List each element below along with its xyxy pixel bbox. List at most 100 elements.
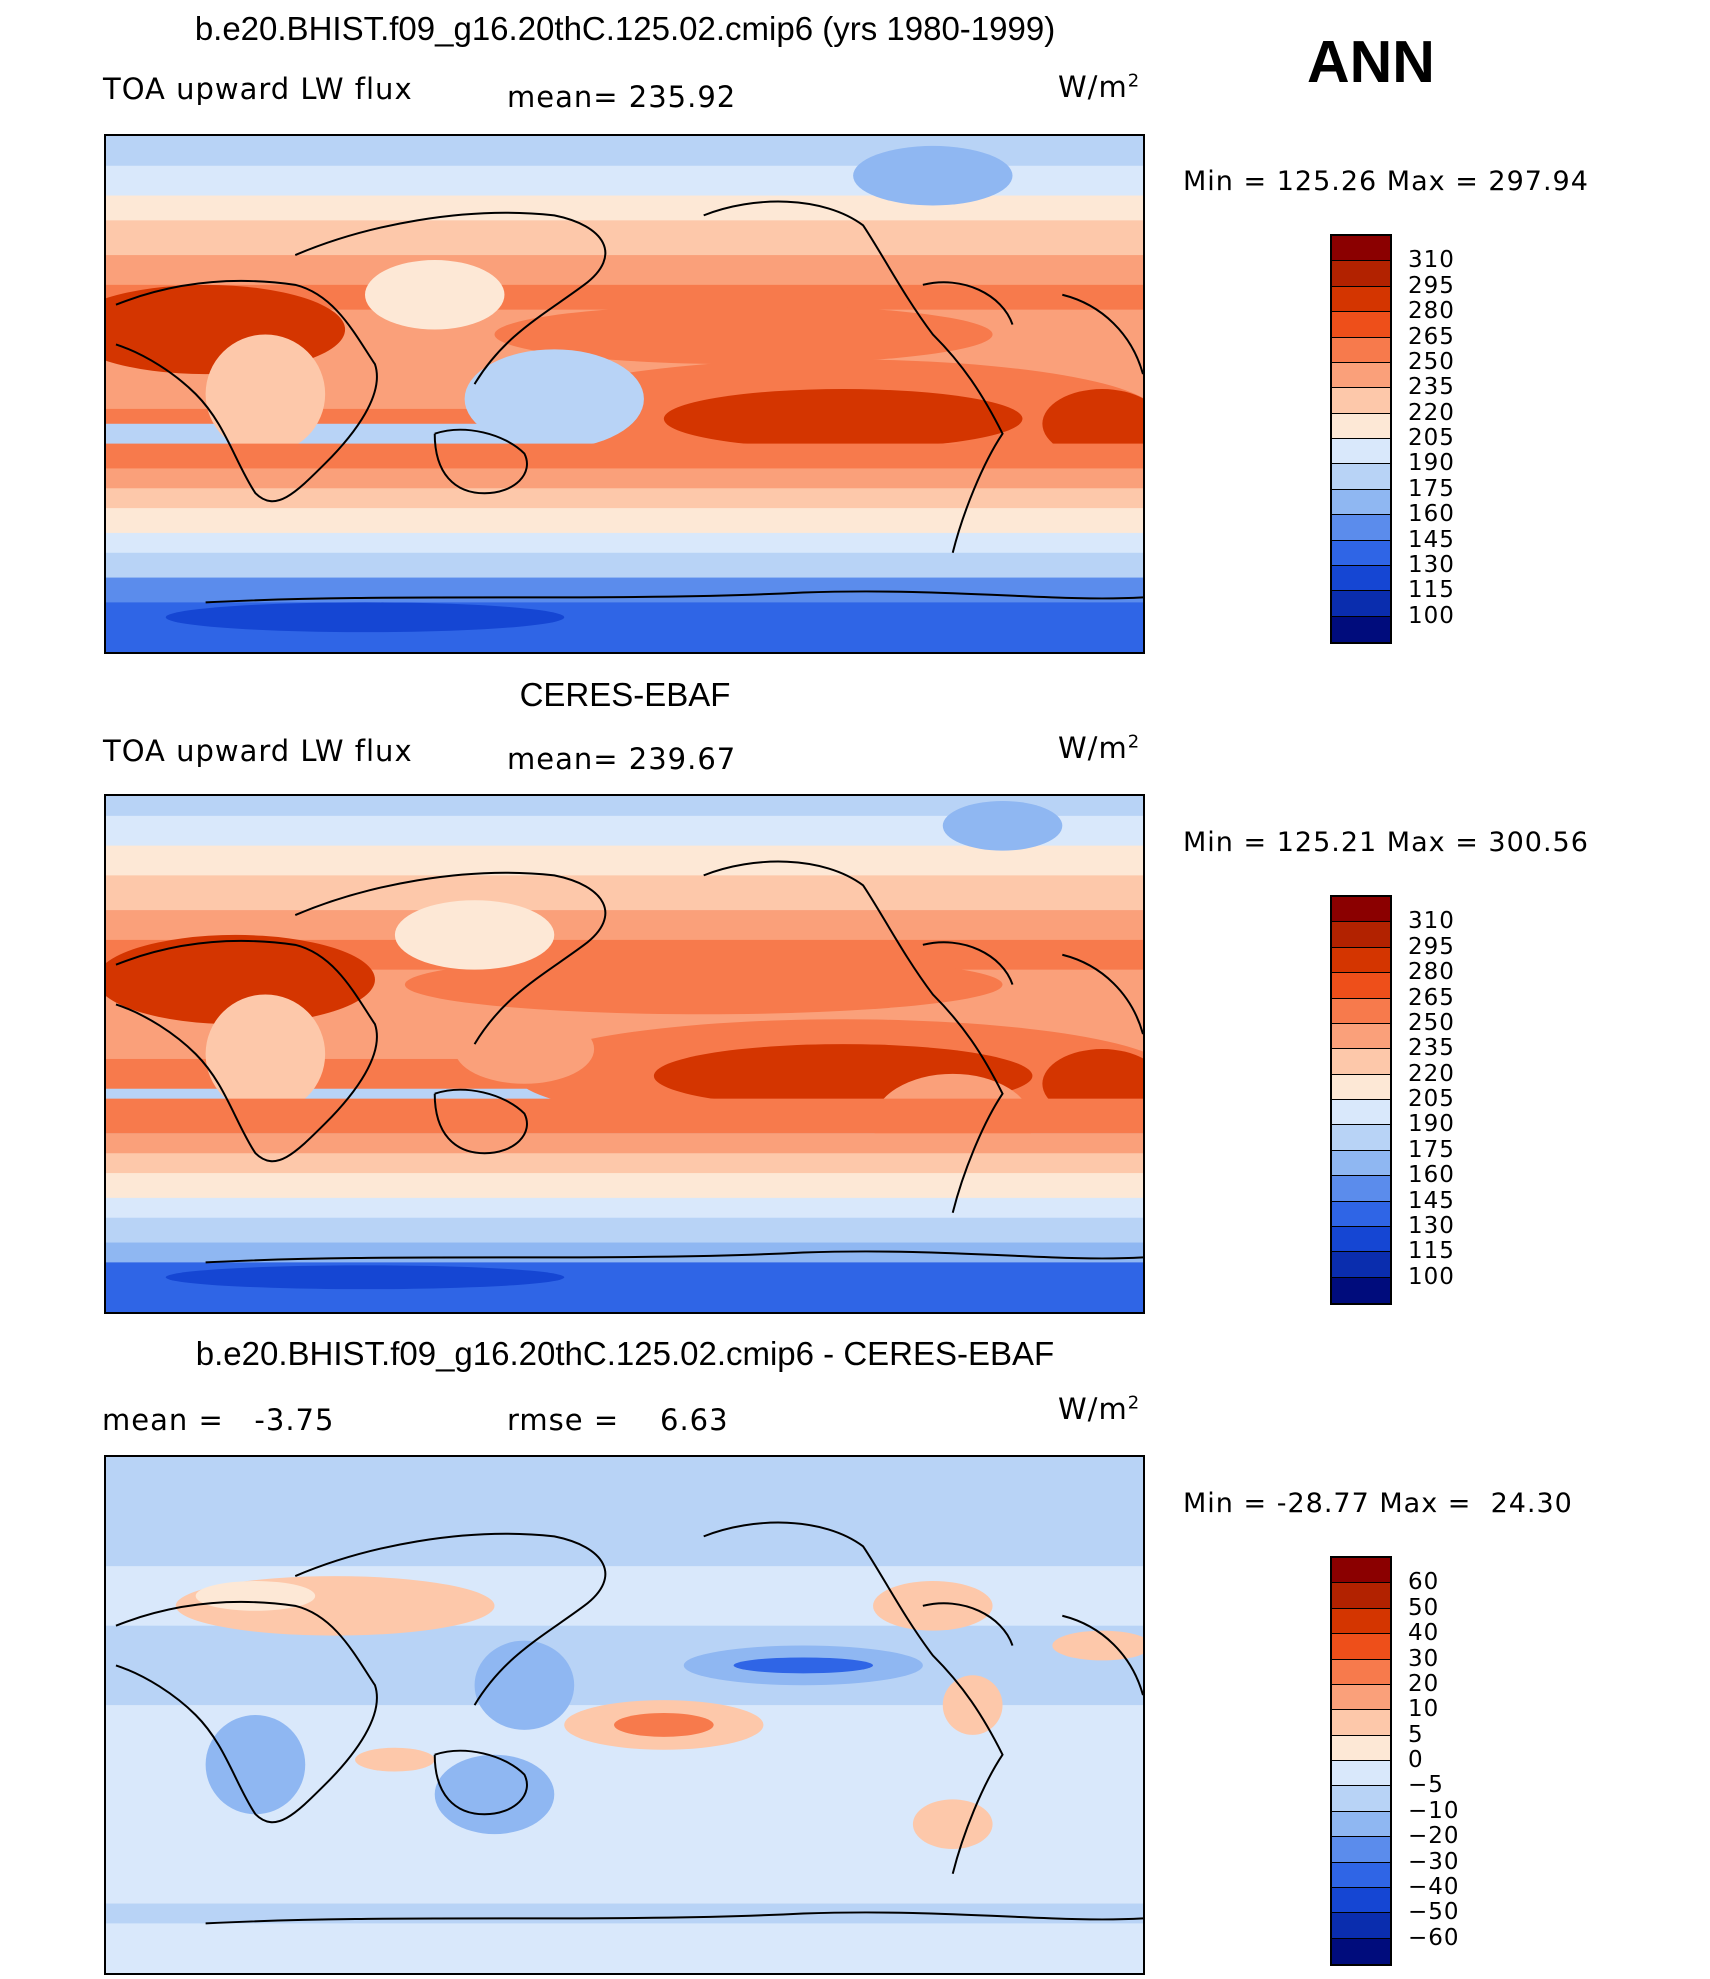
panel3-colorbar-swatch [1332, 1837, 1390, 1863]
panel1-colorbar-tick-label: 115 [1408, 577, 1455, 604]
panel2-colorbar-tick-label: 160 [1408, 1162, 1455, 1189]
panel2-map [104, 794, 1145, 1314]
panel2-colorbar-swatch [1332, 1023, 1390, 1050]
panel1-max-value: 297.94 [1488, 166, 1589, 197]
panel3-colorbar-swatch [1332, 1811, 1390, 1838]
panel1-max-label: Max [1386, 166, 1446, 197]
panel2-mean-label: mean= [507, 742, 619, 776]
panel1-min-value: 125.26 [1276, 166, 1378, 197]
panel3-colorbar-tick-label: 60 [1408, 1569, 1440, 1596]
panel3-colorbar-swatch [1332, 1583, 1390, 1609]
panel1-units-sup: 2 [1127, 70, 1141, 92]
panel2-colorbar-swatch [1332, 897, 1390, 923]
panel3-colorbar [1330, 1556, 1392, 1966]
panel2-variable-label: TOA upward LW flux [103, 734, 413, 768]
panel1-min-label: Min [1183, 166, 1234, 197]
panel2-colorbar-tick-label: 175 [1408, 1136, 1455, 1163]
panel2-colorbar-swatch [1332, 922, 1390, 948]
panel2-colorbar [1330, 895, 1392, 1305]
panel1-map [104, 134, 1145, 654]
panel1-colorbar-swatch [1332, 464, 1390, 490]
panel2-colorbar-swatch [1332, 1252, 1390, 1278]
panel1-colorbar-tick-label: 190 [1408, 450, 1455, 477]
panel2-colorbar-tick-label: 280 [1408, 959, 1455, 986]
panel2-minmax: Min = 125.21 Max = 300.56 [1183, 827, 1589, 858]
panel2-colorbar-tick-label: 250 [1408, 1009, 1455, 1036]
panel1-mean-value: 235.92 [628, 80, 737, 114]
panel3-colorbar-swatch [1332, 1634, 1390, 1660]
panel2-map-plot [106, 796, 1143, 1312]
panel2-colorbar-swatch [1332, 1125, 1390, 1151]
panel2-colorbar-tick-label: 265 [1408, 984, 1455, 1011]
panel2-colorbar-tick-label: 100 [1408, 1263, 1455, 1290]
panel3-colorbar-swatch [1332, 1735, 1390, 1761]
panel2-units: W/m2 [1058, 731, 1140, 765]
panel1-colorbar-swatch [1332, 591, 1390, 617]
panel2-colorbar-swatch [1332, 1201, 1390, 1227]
panel2-colorbar-swatch [1332, 998, 1390, 1024]
panel1-minmax: Min = 125.26 Max = 297.94 [1183, 166, 1589, 197]
panel2-min-label: Min [1183, 827, 1234, 858]
panel1-colorbar-swatch [1332, 413, 1390, 439]
panel2-colorbar-tick-label: 220 [1408, 1060, 1455, 1087]
panel3-units: W/m2 [1058, 1392, 1140, 1426]
panel3-colorbar-swatch [1332, 1710, 1390, 1736]
panel1-colorbar-swatch [1332, 312, 1390, 338]
panel1-colorbar-swatch [1332, 439, 1390, 465]
panel2-colorbar-swatch [1332, 973, 1390, 999]
panel1-mean-label: mean= [507, 80, 619, 114]
panel3-mean-value: -3.75 [254, 1403, 335, 1437]
season-label: ANN [1307, 29, 1435, 95]
panel2-colorbar-swatch [1332, 1100, 1390, 1126]
panel3-units-sup: 2 [1127, 1392, 1141, 1414]
panel3-colorbar-tick-label: 30 [1408, 1645, 1440, 1672]
panel2-colorbar-swatch [1332, 1277, 1390, 1303]
panel2-colorbar-swatch [1332, 1176, 1390, 1202]
panel1-colorbar-swatch [1332, 616, 1390, 642]
panel3-map [104, 1455, 1145, 1975]
panel3-colorbar-tick-label: 40 [1408, 1620, 1440, 1647]
panel3-min-value: -28.77 [1276, 1488, 1370, 1519]
panel3-rmse: rmse = 6.63 [507, 1403, 729, 1437]
panel1-colorbar-tick-label: 100 [1408, 602, 1455, 629]
panel1-colorbar-swatch [1332, 261, 1390, 287]
panel3-units-text: W/m [1058, 1392, 1128, 1426]
panel1-variable-label: TOA upward LW flux [103, 72, 413, 106]
panel1-colorbar-tick-label: 250 [1408, 348, 1455, 375]
panel3-colorbar-swatch [1332, 1887, 1390, 1914]
panel3-colorbar-swatch [1332, 1608, 1390, 1635]
panel3-rmse-label: rmse = [507, 1403, 620, 1437]
panel1-colorbar-swatch [1332, 515, 1390, 541]
panel2-colorbar-tick-label: 130 [1408, 1212, 1455, 1239]
panel1-colorbar-swatch [1332, 337, 1390, 363]
panel2-mean: mean= 239.67 [507, 742, 736, 776]
panel3-map-plot [106, 1457, 1143, 1973]
panel3-colorbar-swatch [1332, 1786, 1390, 1812]
panel3-colorbar-tick-label: −60 [1408, 1924, 1460, 1951]
panel2-title: CERES-EBAF [519, 676, 731, 713]
panel2-colorbar-tick-label: 205 [1408, 1086, 1455, 1112]
panel1-units: W/m2 [1058, 70, 1140, 104]
panel1-colorbar-tick-label: 310 [1408, 247, 1455, 274]
panel1-colorbar-tick-label: 175 [1408, 475, 1455, 502]
panel3-colorbar-tick-label: 5 [1408, 1721, 1424, 1748]
panel1-colorbar-swatch [1332, 362, 1390, 389]
panel1-colorbar-tick-label: 205 [1408, 425, 1455, 451]
panel2-colorbar-swatch [1332, 1150, 1390, 1177]
panel3-rmse-value: 6.63 [660, 1403, 729, 1437]
panel1-units-text: W/m [1058, 70, 1128, 104]
panel1-colorbar-swatch [1332, 489, 1390, 516]
panel3-max-value: 24.30 [1490, 1488, 1573, 1519]
panel2-colorbar-tick-label: 145 [1408, 1187, 1455, 1214]
panel1-colorbar-tick-label: 265 [1408, 323, 1455, 350]
panel3-colorbar-swatch [1332, 1913, 1390, 1939]
panel2-max-label: Max [1386, 827, 1446, 858]
panel3-colorbar-tick-label: −5 [1408, 1772, 1444, 1799]
panel3-colorbar-tick-label: −40 [1408, 1873, 1460, 1900]
panel2-colorbar-tick-label: 310 [1408, 908, 1455, 935]
panel2-colorbar-tick-label: 235 [1408, 1035, 1455, 1062]
panel2-min-value: 125.21 [1276, 827, 1378, 858]
panel1-colorbar-tick-label: 130 [1408, 551, 1455, 578]
panel2-colorbar-tick-label: 190 [1408, 1111, 1455, 1138]
panel3-colorbar-swatch [1332, 1659, 1390, 1685]
